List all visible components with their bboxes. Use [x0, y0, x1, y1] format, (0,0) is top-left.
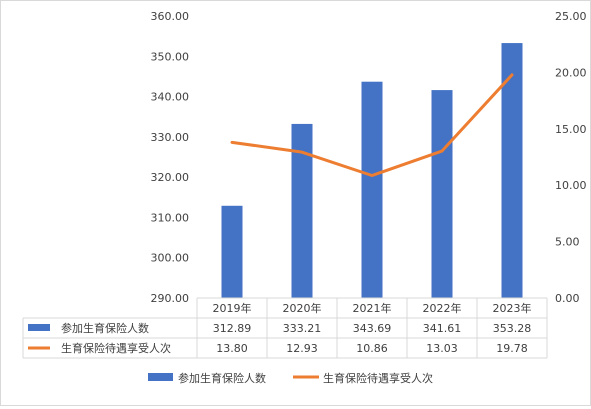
- y-left-tick-label: 320.00: [151, 171, 190, 184]
- bar: [221, 205, 243, 298]
- legend-label: 参加生育保险人数: [178, 371, 266, 385]
- bar: [361, 81, 383, 299]
- plot-area: 290.00 300.00 310.00 320.00 330.00 340.00 350.…: [151, 10, 587, 305]
- bar: [291, 123, 313, 298]
- table-value-bar: 312.89: [213, 322, 252, 335]
- legend-label: 生育保险待遇享受人次: [323, 371, 433, 385]
- y-left-tick-label: 350.00: [151, 50, 190, 63]
- line-series: [230, 73, 514, 177]
- x-category-label: 2022年: [423, 301, 462, 315]
- y-right-tick-label: 5.00: [555, 236, 580, 249]
- table-value-line: 13.80: [216, 342, 248, 355]
- table-value-bar: 343.69: [353, 322, 392, 335]
- x-category-label: 2023年: [493, 301, 532, 315]
- table-value-bar: 333.21: [283, 322, 322, 335]
- y-left-tick-label: 330.00: [151, 131, 190, 144]
- y-right-tick-label: 0.00: [555, 292, 580, 305]
- y-right-tick-label: 25.00: [555, 10, 587, 23]
- table-value-bar: 341.61: [423, 322, 462, 335]
- legend: 参加生育保险人数 生育保险待遇享受人次: [148, 371, 433, 385]
- bar: [431, 90, 453, 299]
- table-value-line: 12.93: [286, 342, 318, 355]
- x-category-label: 2020年: [283, 301, 322, 315]
- y-left-tick-label: 360.00: [151, 10, 190, 23]
- x-category-label: 2019年: [213, 301, 252, 315]
- table-row-label: 参加生育保险人数: [61, 321, 149, 335]
- legend-key-bar: [148, 373, 173, 381]
- y-left-tick-label: 340.00: [151, 91, 190, 104]
- table-value-line: 10.86: [356, 342, 388, 355]
- table-value-line: 19.78: [496, 342, 528, 355]
- x-category-label: 2021年: [353, 301, 392, 315]
- y-right-tick-label: 10.00: [555, 179, 587, 192]
- table-key-bar: [28, 324, 50, 331]
- y-right-tick-label: 20.00: [555, 66, 587, 79]
- table-row-label: 生育保险待遇享受人次: [61, 341, 171, 355]
- data-table: 2019年 2020年 2021年 2022年 2023年参加生育保险人数生育保险待遇享…: [22, 297, 548, 359]
- y-left-tick-label: 300.00: [151, 252, 190, 265]
- y-right-tick-label: 15.00: [555, 123, 587, 136]
- table-value-line: 13.03: [426, 342, 458, 355]
- y-left-tick-label: 310.00: [151, 211, 190, 224]
- table-value-bar: 353.28: [493, 322, 532, 335]
- bar: [501, 43, 523, 299]
- y-left-tick-label: 290.00: [151, 292, 190, 305]
